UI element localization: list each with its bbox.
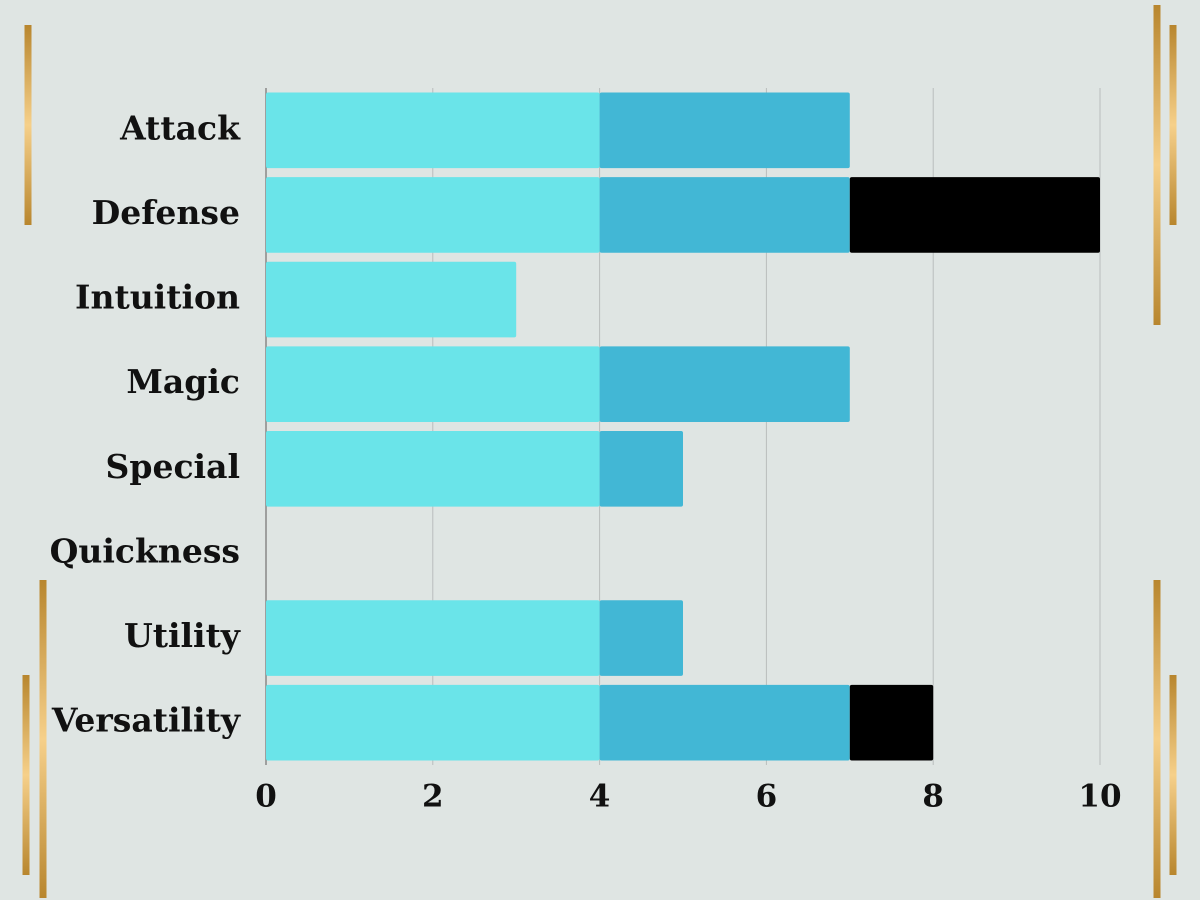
y-tick-label: Quickness: [50, 531, 240, 570]
x-tick-label: 0: [255, 779, 277, 815]
y-tick-label: Utility: [124, 616, 241, 655]
bar-segment: [599, 600, 683, 676]
bar-segment: [849, 177, 1100, 253]
bar-segment: [266, 431, 600, 507]
decoration: [0, 4, 1200, 899]
x-tick-label: 6: [756, 779, 778, 815]
x-tick-label: 8: [922, 779, 944, 815]
bar-segment: [266, 684, 600, 761]
bar-segment: [599, 684, 850, 761]
bar-segment: [599, 177, 850, 253]
bar-segment: [266, 346, 600, 422]
bar-segment: [266, 92, 600, 169]
y-tick-label: Intuition: [75, 278, 240, 317]
x-tick-label: 10: [1078, 779, 1121, 815]
bar-segment: [266, 177, 600, 253]
bar-segment: [599, 346, 850, 422]
x-tick-label: 2: [422, 779, 444, 815]
bar-segment: [599, 92, 850, 169]
bar-segment: [266, 261, 517, 338]
bar-segment: [599, 431, 683, 507]
y-tick-label: Magic: [126, 362, 240, 401]
y-tick-label: Versatility: [51, 701, 241, 740]
y-tick-label: Defense: [92, 193, 240, 232]
x-tick-label: 4: [589, 779, 611, 815]
bar-segment: [266, 600, 600, 676]
y-tick-label: Special: [106, 447, 240, 486]
y-tick-label: Attack: [119, 108, 241, 147]
bar-segment: [849, 684, 934, 761]
